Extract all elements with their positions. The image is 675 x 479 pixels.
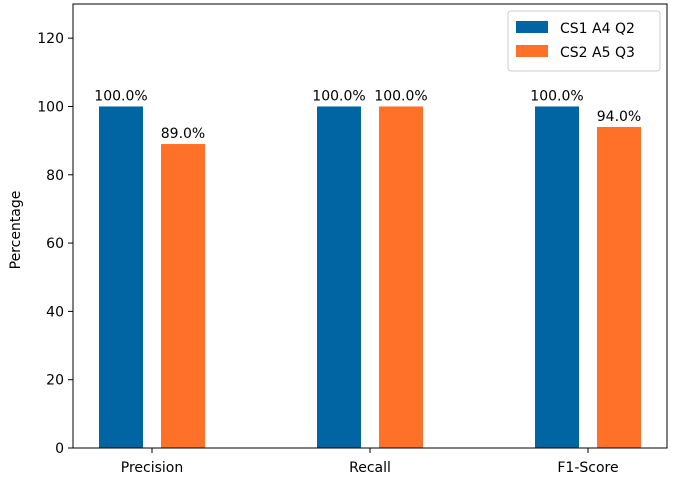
y-axis: 0 20 40 60 80 100 120 (37, 31, 73, 457)
x-tick-label: F1-Score (557, 460, 618, 476)
bar-precision-series-1 (99, 106, 143, 448)
data-label: 94.0% (597, 109, 641, 125)
data-label: 89.0% (161, 126, 205, 142)
legend: CS1 A4 Q2 CS2 A5 Q3 (507, 10, 661, 72)
x-tick-label: Precision (121, 460, 183, 476)
bars-group (99, 106, 641, 448)
data-label: 100.0% (530, 88, 583, 104)
y-axis-label: Percentage (8, 191, 24, 270)
x-tick-label: Recall (349, 460, 391, 476)
bar-f1-score-series-2 (597, 126, 641, 448)
y-tick-label: 0 (55, 441, 64, 457)
legend-box (507, 10, 661, 72)
legend-label: CS2 A5 Q3 (560, 45, 635, 61)
data-labels-group: 100.0% 100.0% 100.0% 89.0% 100.0% 94.0% (94, 88, 641, 142)
y-tick-label: 100 (37, 99, 64, 115)
bar-recall-series-1 (317, 106, 361, 448)
legend-swatch (516, 21, 548, 33)
data-label: 100.0% (374, 88, 427, 104)
legend-label: CS1 A4 Q2 (560, 21, 635, 37)
y-tick-label: 120 (37, 31, 64, 47)
y-tick-label: 40 (46, 304, 64, 320)
x-axis: Precision Recall F1-Score (121, 448, 619, 476)
y-tick-label: 60 (46, 236, 64, 252)
bar-f1-score-series-1 (535, 106, 579, 448)
y-tick-label: 80 (46, 168, 64, 184)
bar-precision-series-2 (161, 144, 205, 448)
data-label: 100.0% (312, 88, 365, 104)
y-tick-label: 20 (46, 373, 64, 389)
bar-recall-series-2 (379, 106, 423, 448)
legend-swatch (516, 45, 548, 57)
data-label: 100.0% (94, 88, 147, 104)
